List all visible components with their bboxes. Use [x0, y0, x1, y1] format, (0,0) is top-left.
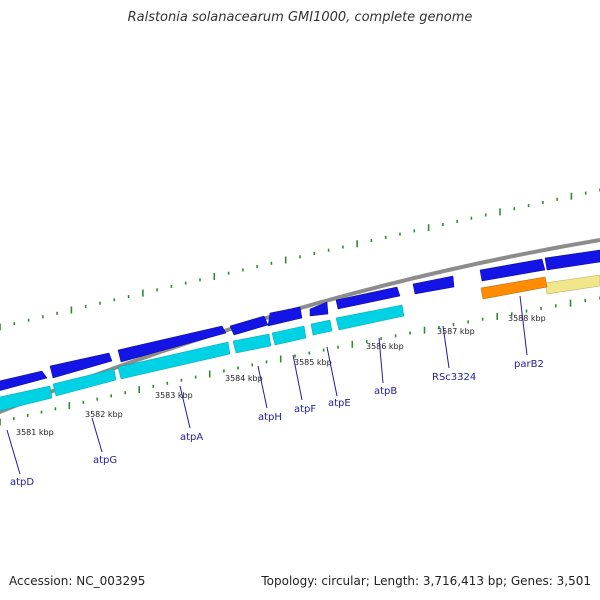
- cds-arrow: [479, 258, 546, 282]
- leader-line-atpf: [292, 354, 303, 401]
- cds-arrow: [49, 352, 113, 379]
- leader-line-rsc3324: [442, 325, 450, 369]
- scale-label: 3583 kbp: [155, 391, 193, 400]
- gene-label-atpf: atpF: [294, 404, 316, 415]
- feature-shadow-other: [544, 274, 600, 295]
- leader-line-atpg: [91, 417, 103, 453]
- gene-label-atpd: atpD: [10, 477, 34, 488]
- scale-label: 3584 kbp: [225, 374, 263, 383]
- gene-label-atpe: atpE: [328, 398, 351, 409]
- cds-arrow: [309, 301, 329, 317]
- genome-stats-text: Topology: circular; Length: 3,716,413 bp…: [261, 574, 591, 588]
- gene-label-atpg: atpG: [93, 455, 117, 466]
- cds-arrow: [0, 370, 48, 391]
- feature-shadow: [310, 319, 333, 336]
- gene-label-atph: atpH: [258, 412, 282, 423]
- cds-track: [0, 249, 600, 391]
- leader-line-atpa: [179, 385, 191, 429]
- feature-shadow: [117, 341, 231, 380]
- scale-labels: 3581 kbp 3582 kbp 3583 kbp 3584 kbp 3585…: [16, 314, 546, 437]
- scale-label: 3586 kbp: [366, 342, 404, 351]
- scale-label: 3588 kbp: [508, 314, 546, 323]
- gene-labels: atpD atpG atpA atpH atpF atpE atpB RSc33…: [10, 359, 544, 488]
- cds-arrow: [267, 306, 303, 327]
- feature-shadow: [335, 304, 405, 331]
- parb2-feature: [480, 276, 548, 300]
- cds-arrow: [412, 275, 455, 295]
- scale-label: 3585 kbp: [294, 358, 332, 367]
- leader-line-atpe: [326, 346, 338, 397]
- cds-arrow: [117, 325, 227, 363]
- inner-tick-ring: [0, 296, 600, 426]
- scale-label: 3581 kbp: [16, 428, 54, 437]
- map-title: Ralstonia solanacearum GMI1000, complete…: [127, 10, 473, 25]
- feature-shadow: [0, 385, 53, 412]
- gene-label-atpb: atpB: [374, 386, 397, 397]
- gene-label-atpa: atpA: [180, 432, 203, 443]
- cds-arrow: [229, 315, 269, 336]
- feature-shadow: [271, 325, 307, 346]
- leader-line-atpb: [378, 337, 384, 384]
- scale-label: 3582 kbp: [85, 410, 123, 419]
- gene-leader-lines: [6, 295, 528, 475]
- other-shadow-track: [544, 274, 600, 295]
- gene-label-rsc3324: RSc3324: [432, 372, 476, 383]
- leader-line-parb2: [519, 295, 528, 356]
- gene-label-parb2: parB2: [514, 359, 544, 370]
- feature-shadow-track: [0, 304, 405, 412]
- outer-tick-ring: [0, 188, 600, 331]
- cds-arrow: [544, 249, 600, 271]
- leader-line-atph: [257, 365, 268, 409]
- feature-shadow: [52, 368, 117, 397]
- cds-arrow: [335, 286, 401, 310]
- leader-line-atpd: [6, 429, 21, 475]
- feature-shadow: [232, 333, 272, 354]
- accession-text: Accession: NC_003295: [9, 574, 146, 588]
- scale-label: 3587 kbp: [437, 327, 475, 336]
